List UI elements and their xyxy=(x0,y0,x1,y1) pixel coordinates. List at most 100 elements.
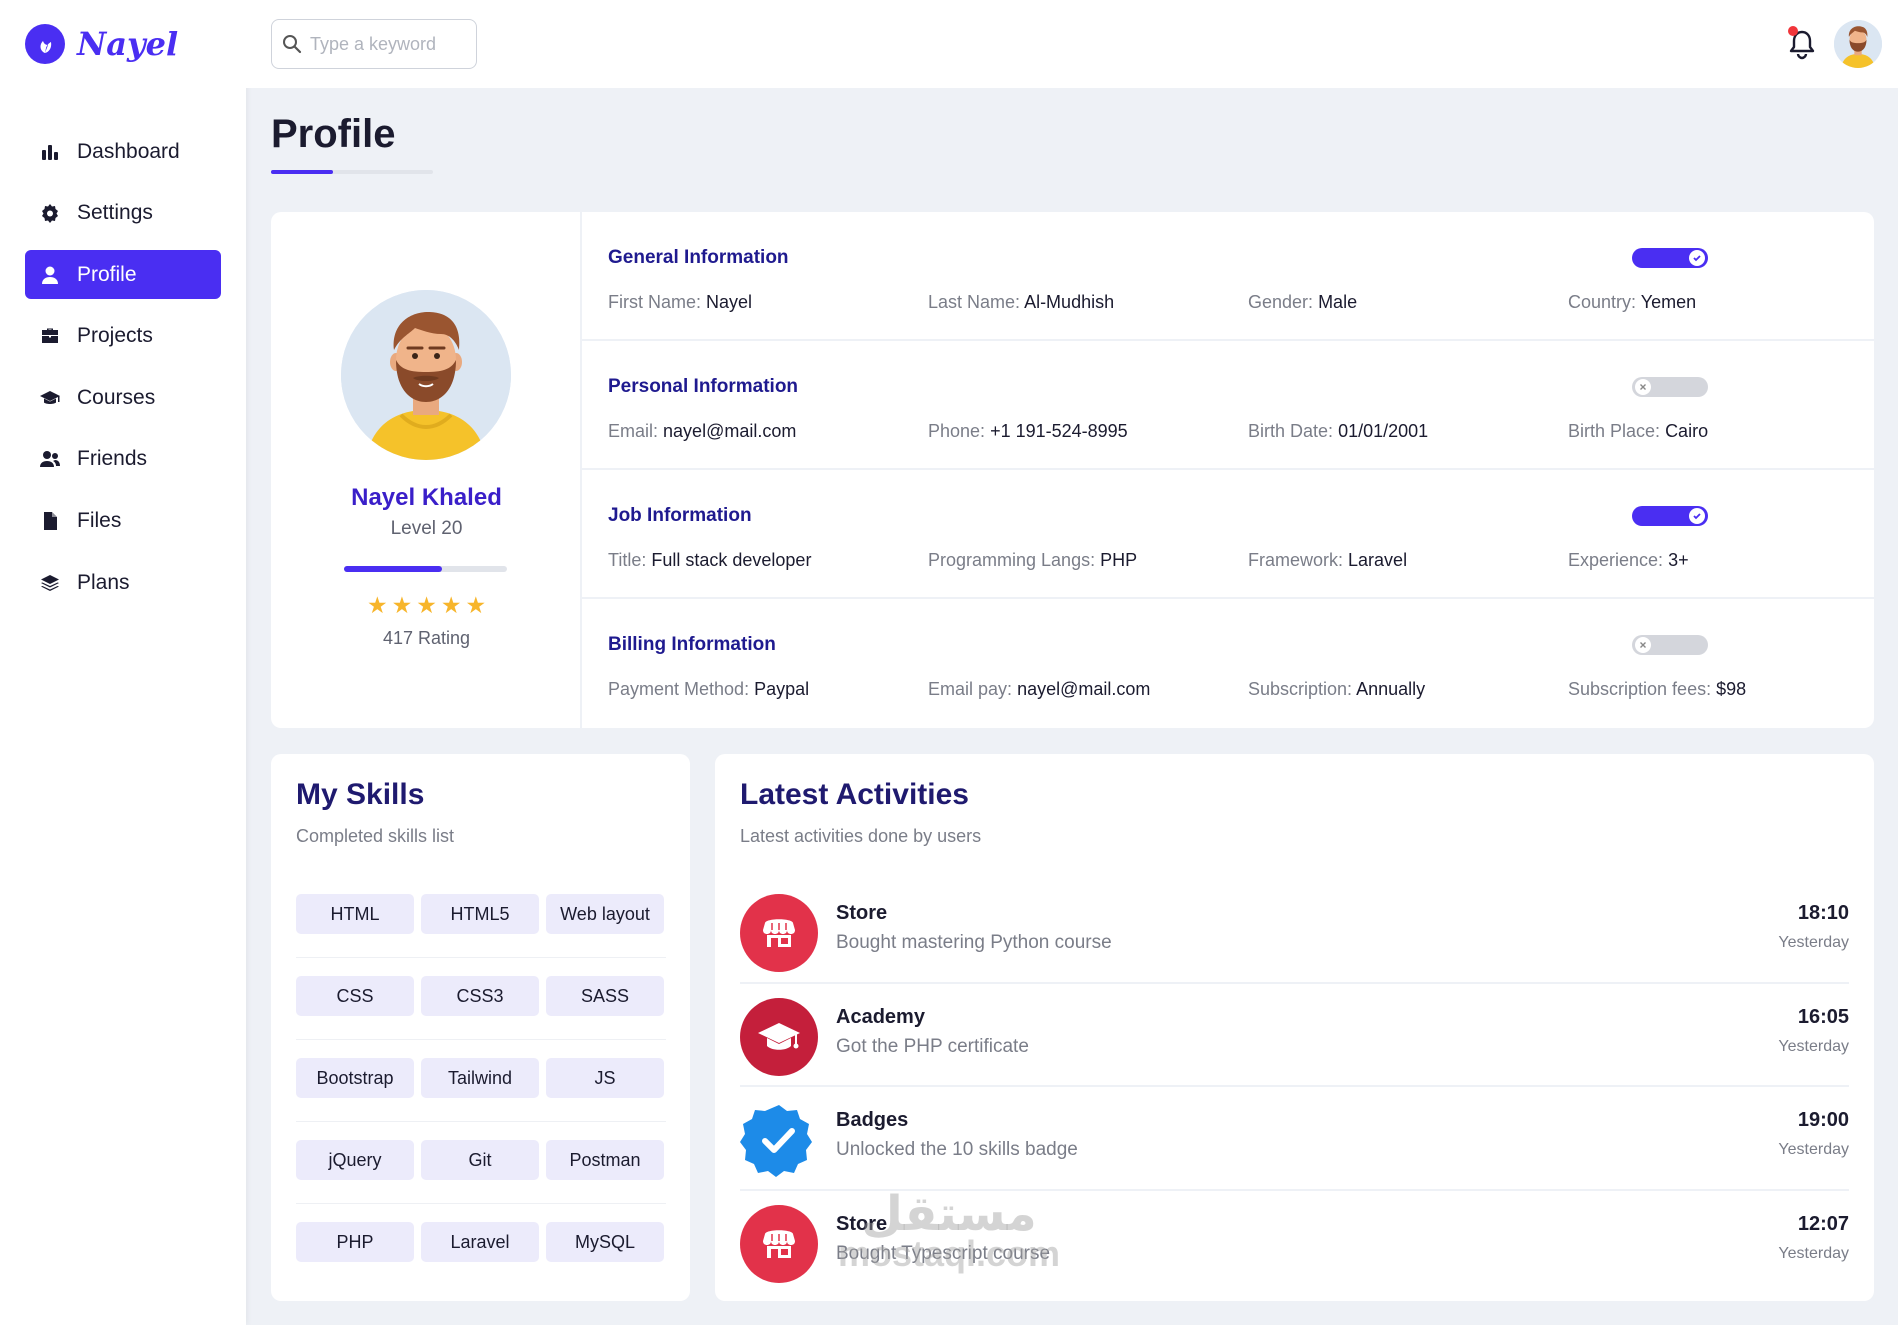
skill-tag[interactable]: HTML5 xyxy=(421,894,539,934)
user-avatar[interactable] xyxy=(1834,20,1882,68)
file-icon xyxy=(39,510,61,532)
skill-tag[interactable]: HTML xyxy=(296,894,414,934)
briefcase-icon xyxy=(39,325,61,347)
activity-name: Badges xyxy=(836,1109,909,1131)
info-field-programming-langs: Programming Langs: PHP xyxy=(928,550,1137,571)
skill-tag[interactable]: Tailwind xyxy=(421,1058,539,1098)
skill-tag[interactable]: CSS xyxy=(296,976,414,1016)
skill-tag[interactable]: PHP xyxy=(296,1222,414,1262)
check-icon xyxy=(1689,508,1705,524)
search-input[interactable] xyxy=(310,33,460,55)
skill-tag[interactable]: Postman xyxy=(546,1140,664,1180)
rating-stars: ★ ★ ★ ★ ★ xyxy=(271,594,582,617)
info-field-value: Al-Mudhish xyxy=(1024,292,1115,312)
graduation-cap-icon xyxy=(39,387,61,409)
section-toggle[interactable] xyxy=(1632,506,1708,526)
sidebar-item-settings[interactable]: Settings xyxy=(25,189,221,238)
info-field-subscription-fees: Subscription fees: $98 xyxy=(1568,679,1746,700)
sidebar-item-courses[interactable]: Courses xyxy=(25,373,221,422)
info-field-label: Framework: xyxy=(1248,550,1344,570)
info-section-title: Personal Information xyxy=(608,376,799,397)
activity-time: 16:05 xyxy=(1797,1005,1849,1028)
profile-level: Level 20 xyxy=(390,518,463,539)
skills-grid: HTML HTML5 Web layout CSS CSS3 SASS Bootstrap T… xyxy=(296,894,666,1303)
skill-tag[interactable]: Git xyxy=(421,1140,539,1180)
section-toggle[interactable] xyxy=(1632,377,1708,397)
info-section-personal-information: Personal Information Email: nayel@mail.co… xyxy=(582,341,1874,470)
page-title: Profile xyxy=(271,112,396,156)
activity-description: Got the PHP certificate xyxy=(836,1035,1029,1057)
info-field-birth-place: Birth Place: Cairo xyxy=(1568,421,1708,442)
activities-title: Latest Activities xyxy=(740,778,969,811)
profile-name: Nayel Khaled xyxy=(351,484,502,511)
info-field-value: nayel@mail.com xyxy=(663,421,797,441)
section-toggle[interactable] xyxy=(1632,248,1708,268)
info-field-label: Birth Date: xyxy=(1248,421,1334,441)
info-field-label: Experience: xyxy=(1568,550,1664,570)
info-field-value: Cairo xyxy=(1665,421,1709,441)
info-section-billing-information: Billing Information Payment Method: Paypa… xyxy=(582,599,1874,728)
info-field-subscription: Subscription: Annually xyxy=(1248,679,1425,700)
section-toggle[interactable] xyxy=(1632,635,1708,655)
sidebar-item-plans[interactable]: Plans xyxy=(25,558,221,607)
sidebar-item-profile[interactable]: Profile xyxy=(25,250,221,300)
profile-avatar xyxy=(341,290,511,460)
sidebar-item-friends[interactable]: Friends xyxy=(25,435,221,484)
activity-time: 19:00 xyxy=(1797,1109,1849,1131)
search-box[interactable] xyxy=(271,19,477,69)
star-icon: ★ xyxy=(465,592,487,618)
info-field-value: PHP xyxy=(1100,550,1138,570)
sidebar-item-dashboard[interactable]: Dashboard xyxy=(25,127,221,176)
info-field-label: Email: xyxy=(608,421,659,441)
sidebar-item-label: Dashboard xyxy=(77,139,180,163)
info-field-value: Yemen xyxy=(1640,292,1697,312)
info-field-label: Email pay: xyxy=(928,679,1013,699)
info-field-phone: Phone: +1 191-524-8995 xyxy=(928,421,1128,442)
skill-tag[interactable]: MySQL xyxy=(546,1222,664,1262)
activity-description: Bought mastering Python course xyxy=(836,932,1112,953)
user-icon xyxy=(39,264,61,286)
sidebar-nav: Dashboard Settings Profile Projects Courses F… xyxy=(25,127,221,620)
sidebar-item-label: Plans xyxy=(77,570,130,594)
brand-logo[interactable]: Nayel xyxy=(25,24,178,64)
activity-item[interactable]: Store Bought Typescript course 12:07 Yester… xyxy=(740,1191,1849,1295)
info-section-title: Job Information xyxy=(608,505,752,526)
activity-day: Yesterday xyxy=(1778,1244,1849,1262)
info-field-framework: Framework: Laravel xyxy=(1248,550,1407,571)
info-field-title: Title: Full stack developer xyxy=(608,550,811,571)
skill-tag[interactable]: CSS3 xyxy=(421,976,539,1016)
info-field-label: Gender: xyxy=(1248,292,1314,312)
info-field-value: Paypal xyxy=(754,679,810,699)
info-field-label: Programming Langs: xyxy=(928,550,1096,570)
sidebar-item-files[interactable]: Files xyxy=(25,497,221,546)
leaf-logo-icon xyxy=(25,24,65,64)
activity-item[interactable]: Academy Got the PHP certificate 16:05 Yeste… xyxy=(740,984,1849,1087)
skill-tag[interactable]: Web layout xyxy=(546,894,664,934)
info-field-label: Phone: xyxy=(928,421,986,441)
info-field-payment-method: Payment Method: Paypal xyxy=(608,679,809,700)
info-field-value: 01/01/2001 xyxy=(1338,421,1429,441)
activity-description: Unlocked the 10 skills badge xyxy=(836,1139,1078,1160)
info-field-label: Title: xyxy=(608,550,647,570)
info-field-email-pay: Email pay: nayel@mail.com xyxy=(928,679,1150,700)
info-field-label: First Name: xyxy=(608,292,702,312)
graduation-cap-icon xyxy=(740,997,818,1076)
info-field-value: 3+ xyxy=(1668,550,1689,570)
sidebar-item-projects[interactable]: Projects xyxy=(25,312,221,361)
gear-icon xyxy=(39,202,61,224)
activity-day: Yesterday xyxy=(1778,1037,1849,1055)
sidebar-item-label: Files xyxy=(77,509,122,533)
x-icon xyxy=(1635,379,1651,395)
skill-tag[interactable]: Bootstrap xyxy=(296,1058,414,1098)
star-icon: ★ xyxy=(366,592,388,618)
activity-item[interactable]: Store Bought mastering Python course 18:10… xyxy=(740,880,1849,984)
skill-tag[interactable]: SASS xyxy=(546,976,664,1016)
skills-subtitle: Completed skills list xyxy=(296,826,455,846)
activity-item[interactable]: Badges Unlocked the 10 skills badge 19:00 Y… xyxy=(740,1087,1849,1191)
skill-tag[interactable]: jQuery xyxy=(296,1140,414,1180)
info-field-email: Email: nayel@mail.com xyxy=(608,421,796,442)
info-section-title: General Information xyxy=(608,247,789,268)
skill-tag[interactable]: JS xyxy=(546,1058,664,1098)
skill-tag[interactable]: Laravel xyxy=(421,1222,539,1262)
activity-time: 18:10 xyxy=(1797,902,1849,924)
